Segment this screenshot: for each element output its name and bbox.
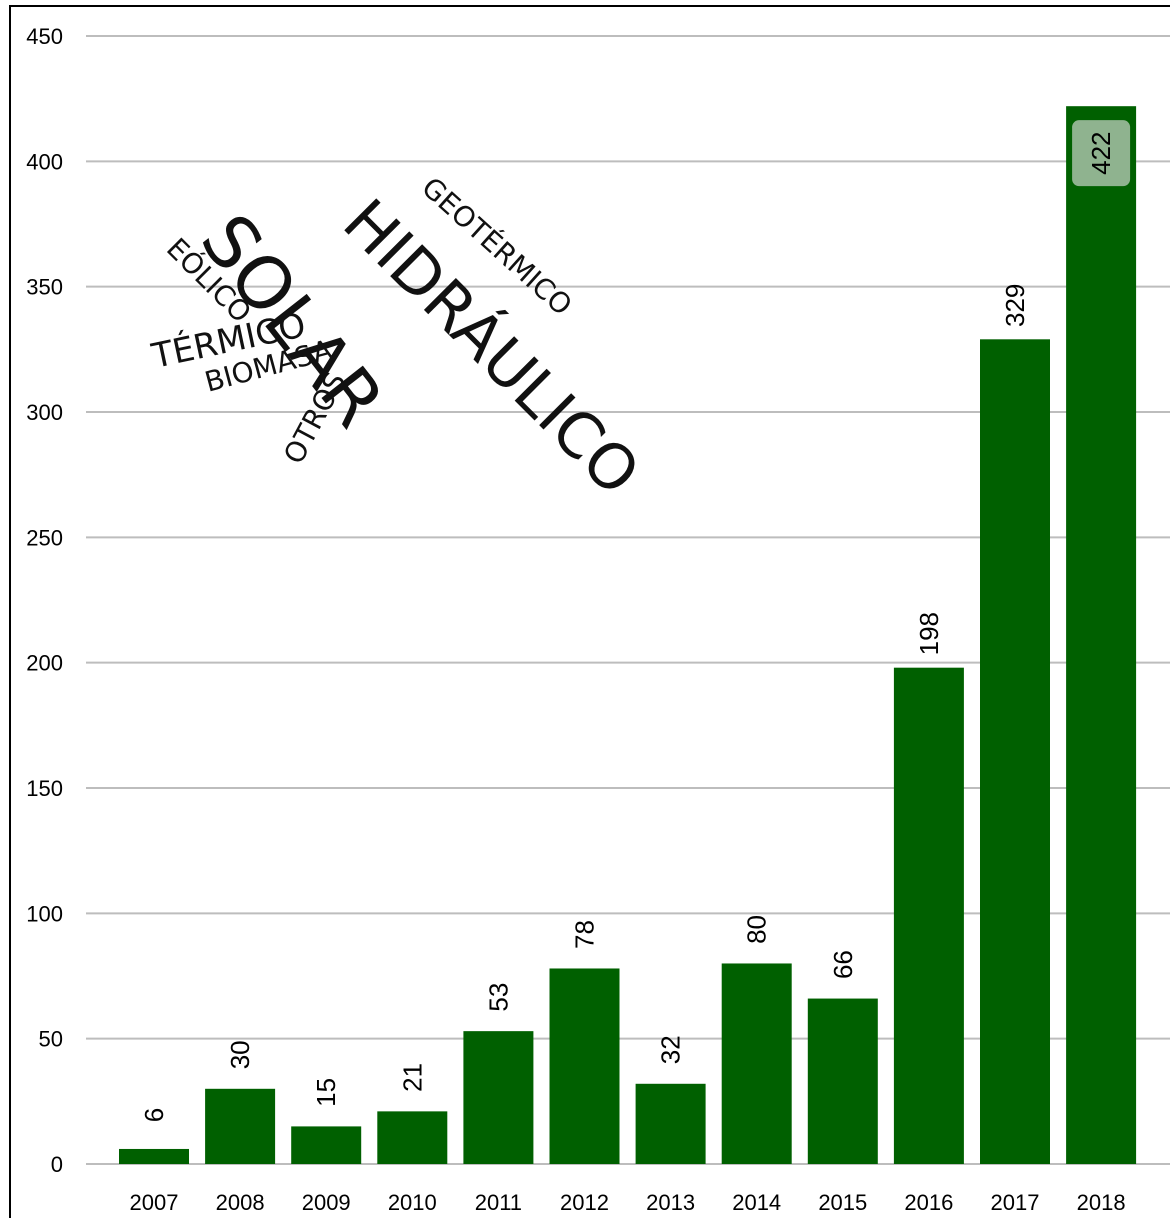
y-axis-labels: 0 50 100 150 200 250 300 350 400 450 bbox=[26, 24, 63, 1177]
y-tick-label: 0 bbox=[51, 1152, 63, 1177]
x-tick-label: 2017 bbox=[991, 1190, 1040, 1215]
data-label-2009: 15 bbox=[311, 1078, 341, 1107]
y-tick-label: 150 bbox=[26, 776, 63, 801]
data-label-2007: 6 bbox=[139, 1108, 169, 1122]
x-tick-label: 2008 bbox=[216, 1190, 265, 1215]
bar-2009 bbox=[291, 1126, 362, 1164]
bar-2018 bbox=[1066, 106, 1137, 1165]
y-tick-label: 400 bbox=[26, 149, 63, 174]
x-tick-label: 2010 bbox=[388, 1190, 437, 1215]
y-tick-label: 300 bbox=[26, 400, 63, 425]
bar-2012 bbox=[549, 968, 620, 1164]
y-tick-label: 50 bbox=[39, 1027, 63, 1052]
data-label-2011: 53 bbox=[483, 983, 513, 1012]
data-label-2013: 32 bbox=[656, 1035, 686, 1064]
x-tick-label: 2015 bbox=[818, 1190, 867, 1215]
data-label-2010: 21 bbox=[397, 1063, 427, 1092]
data-label-2018: 422 bbox=[1086, 131, 1116, 174]
data-label-2008: 30 bbox=[225, 1040, 255, 1069]
bar-2008 bbox=[205, 1088, 276, 1164]
bar-2015 bbox=[807, 998, 878, 1164]
bar-2013 bbox=[635, 1083, 706, 1164]
x-tick-label: 2009 bbox=[302, 1190, 351, 1215]
data-label-2017: 329 bbox=[1000, 284, 1030, 327]
x-tick-label: 2011 bbox=[475, 1190, 522, 1215]
word-cloud: SOLAR HIDRÁULICO GEOTÉRMICO EÓLICO TÉRMI… bbox=[147, 170, 654, 510]
bar-2016 bbox=[893, 667, 964, 1164]
x-tick-label: 2018 bbox=[1077, 1190, 1126, 1215]
x-axis-labels: 2007 2008 2009 2010 2011 2012 2013 2014 2015 2016… bbox=[130, 1190, 1126, 1215]
data-labels: 6 30 15 21 53 78 32 80 66 198 329 422 bbox=[139, 120, 1131, 1122]
x-tick-label: 2007 bbox=[130, 1190, 179, 1215]
bar-2014 bbox=[721, 963, 792, 1164]
bar-2011 bbox=[463, 1031, 534, 1164]
data-label-2016: 198 bbox=[914, 612, 944, 655]
data-label-highlight-bg bbox=[1072, 120, 1131, 187]
bar-2017 bbox=[980, 339, 1050, 1165]
data-label-2015: 66 bbox=[828, 950, 858, 979]
x-tick-label: 2012 bbox=[560, 1190, 609, 1215]
x-tick-label: 2013 bbox=[646, 1190, 695, 1215]
y-tick-label: 100 bbox=[26, 901, 63, 926]
bars bbox=[119, 106, 1137, 1165]
x-tick-label: 2016 bbox=[904, 1190, 953, 1215]
y-tick-label: 250 bbox=[26, 525, 63, 550]
data-label-2014: 80 bbox=[742, 915, 772, 944]
chart-frame bbox=[9, 5, 1170, 1218]
bar-2010 bbox=[377, 1111, 448, 1164]
bar-2007 bbox=[119, 1148, 189, 1164]
x-tick-label: 2014 bbox=[732, 1190, 781, 1215]
y-tick-label: 200 bbox=[26, 651, 63, 676]
y-tick-label: 450 bbox=[26, 24, 63, 49]
data-label-2012: 78 bbox=[570, 920, 600, 949]
y-tick-label: 350 bbox=[26, 275, 63, 300]
